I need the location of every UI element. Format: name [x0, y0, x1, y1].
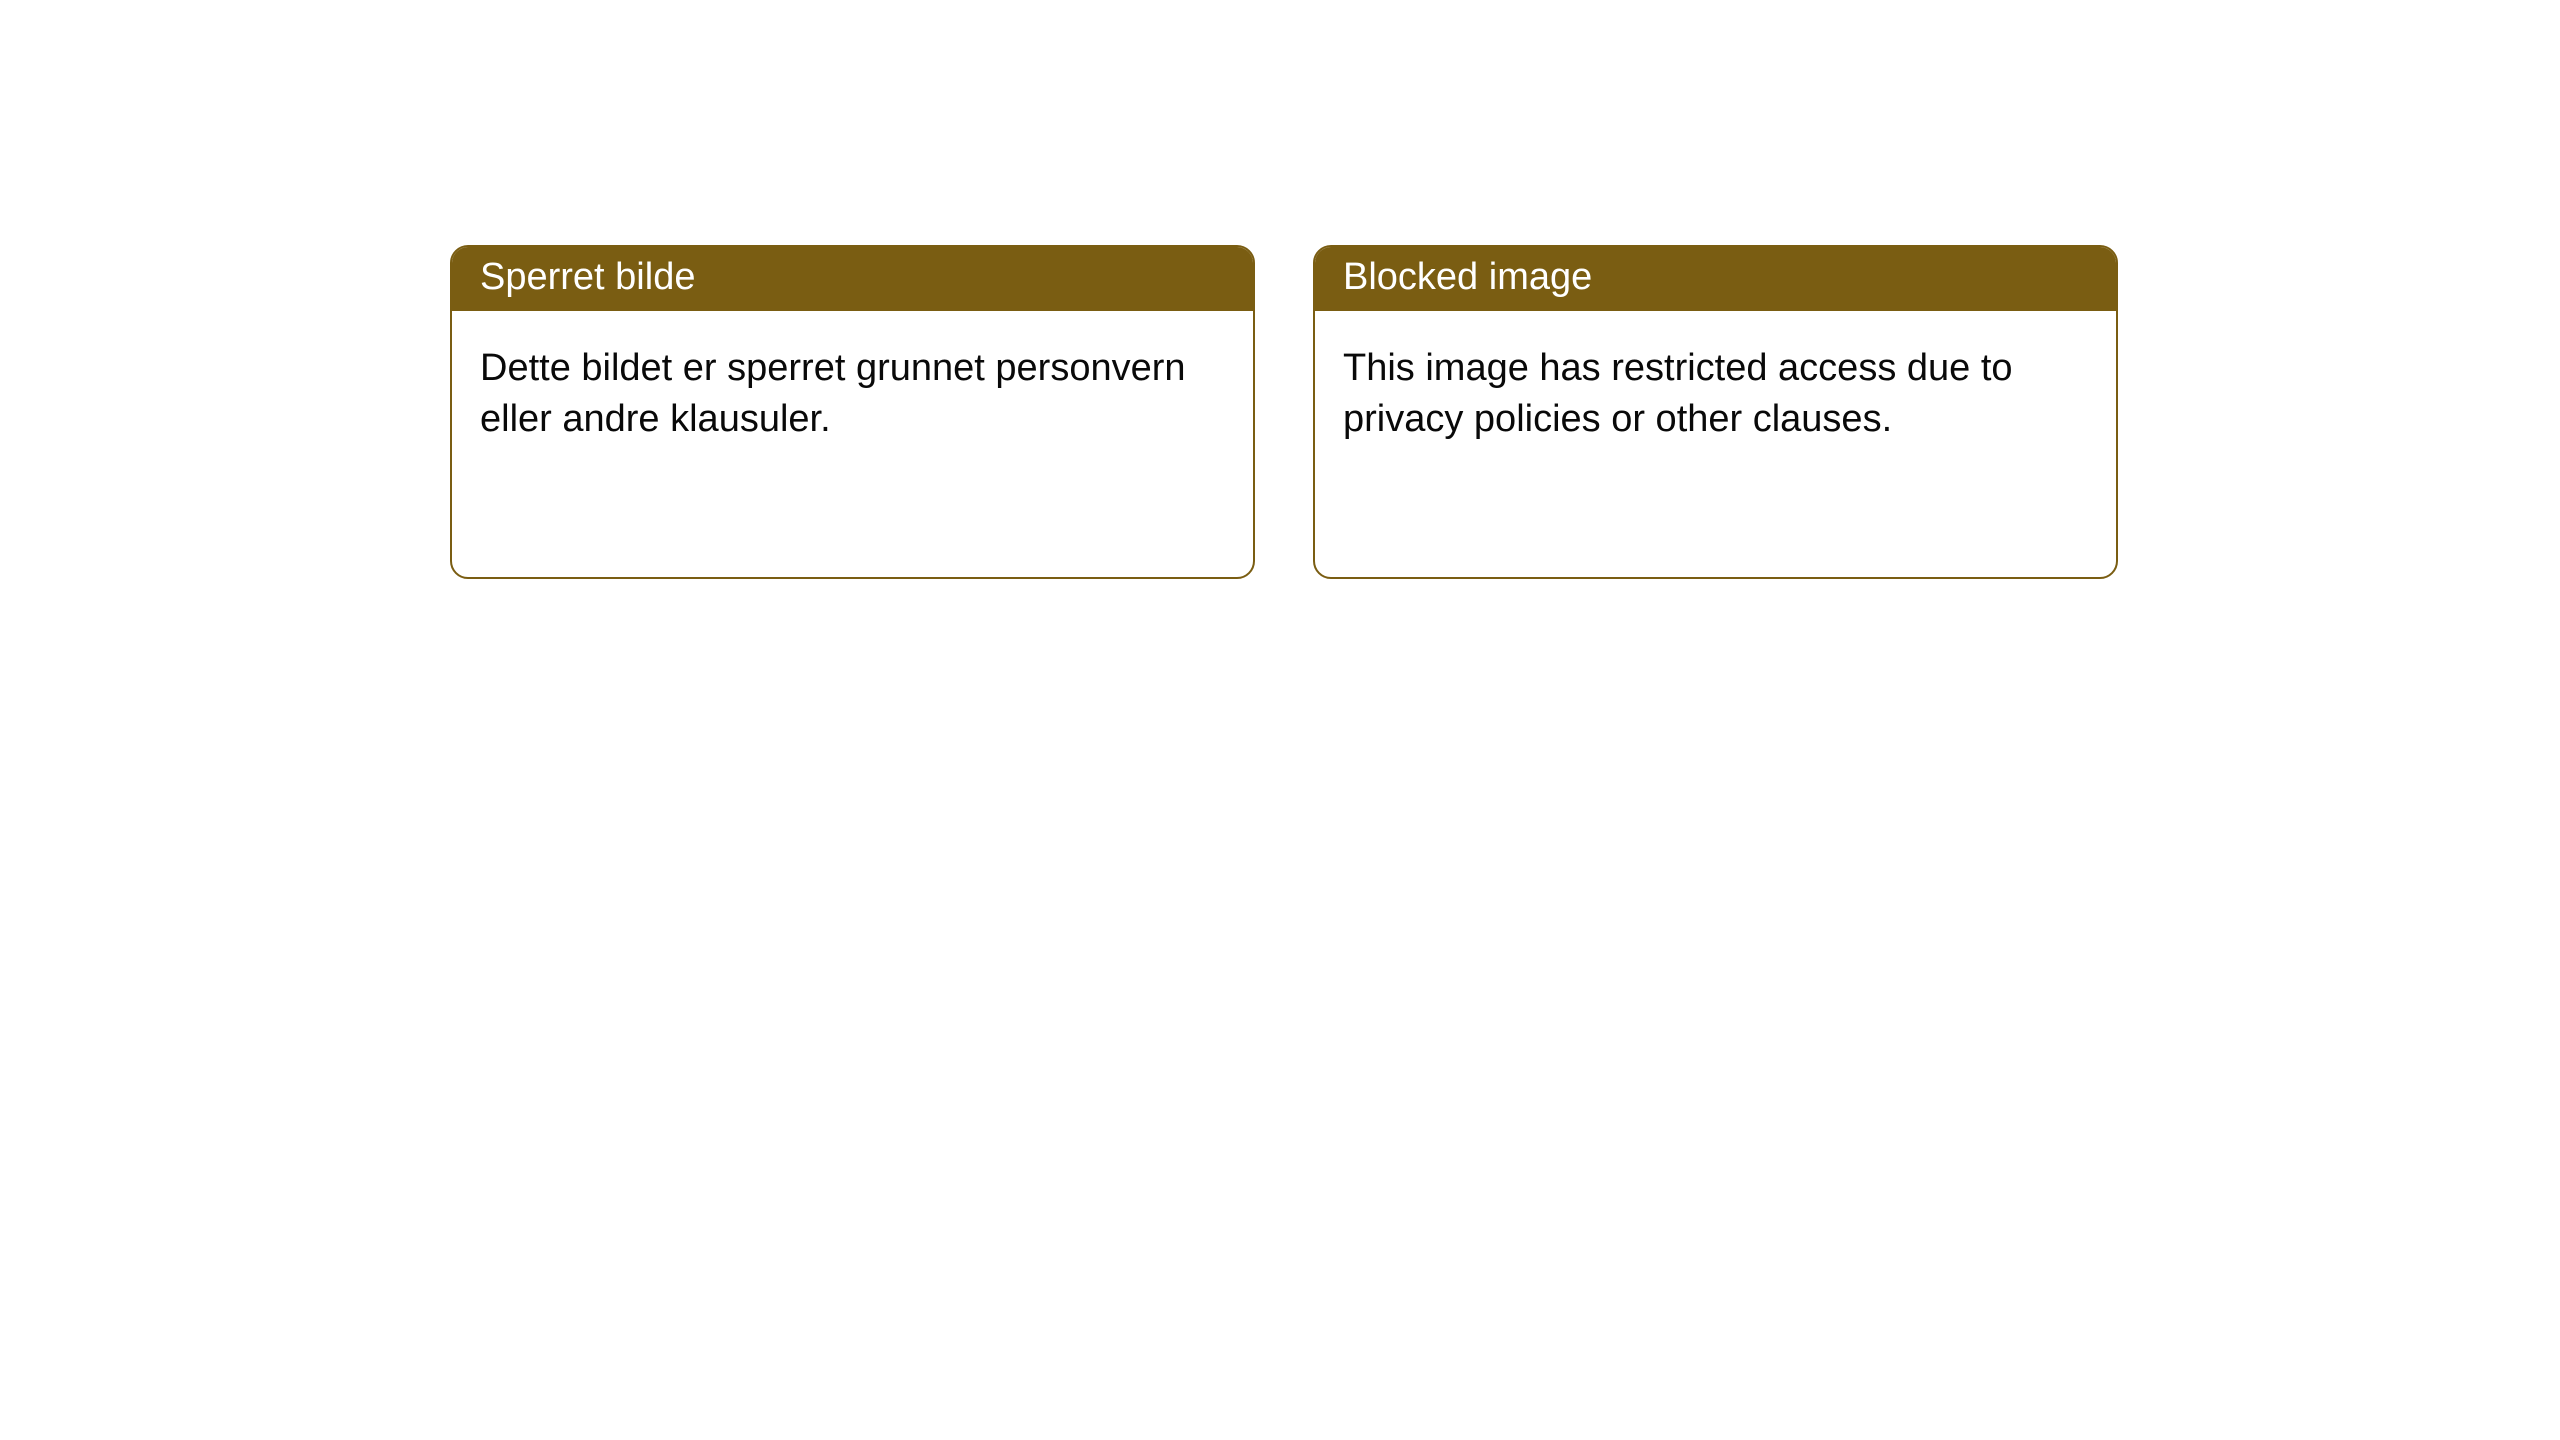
notice-header: Sperret bilde [452, 247, 1253, 311]
notice-header: Blocked image [1315, 247, 2116, 311]
notice-body: This image has restricted access due to … [1315, 311, 2116, 478]
notice-box-english: Blocked image This image has restricted … [1313, 245, 2118, 579]
notice-body: Dette bildet er sperret grunnet personve… [452, 311, 1253, 478]
notice-box-norwegian: Sperret bilde Dette bildet er sperret gr… [450, 245, 1255, 579]
notices-container: Sperret bilde Dette bildet er sperret gr… [0, 0, 2560, 579]
